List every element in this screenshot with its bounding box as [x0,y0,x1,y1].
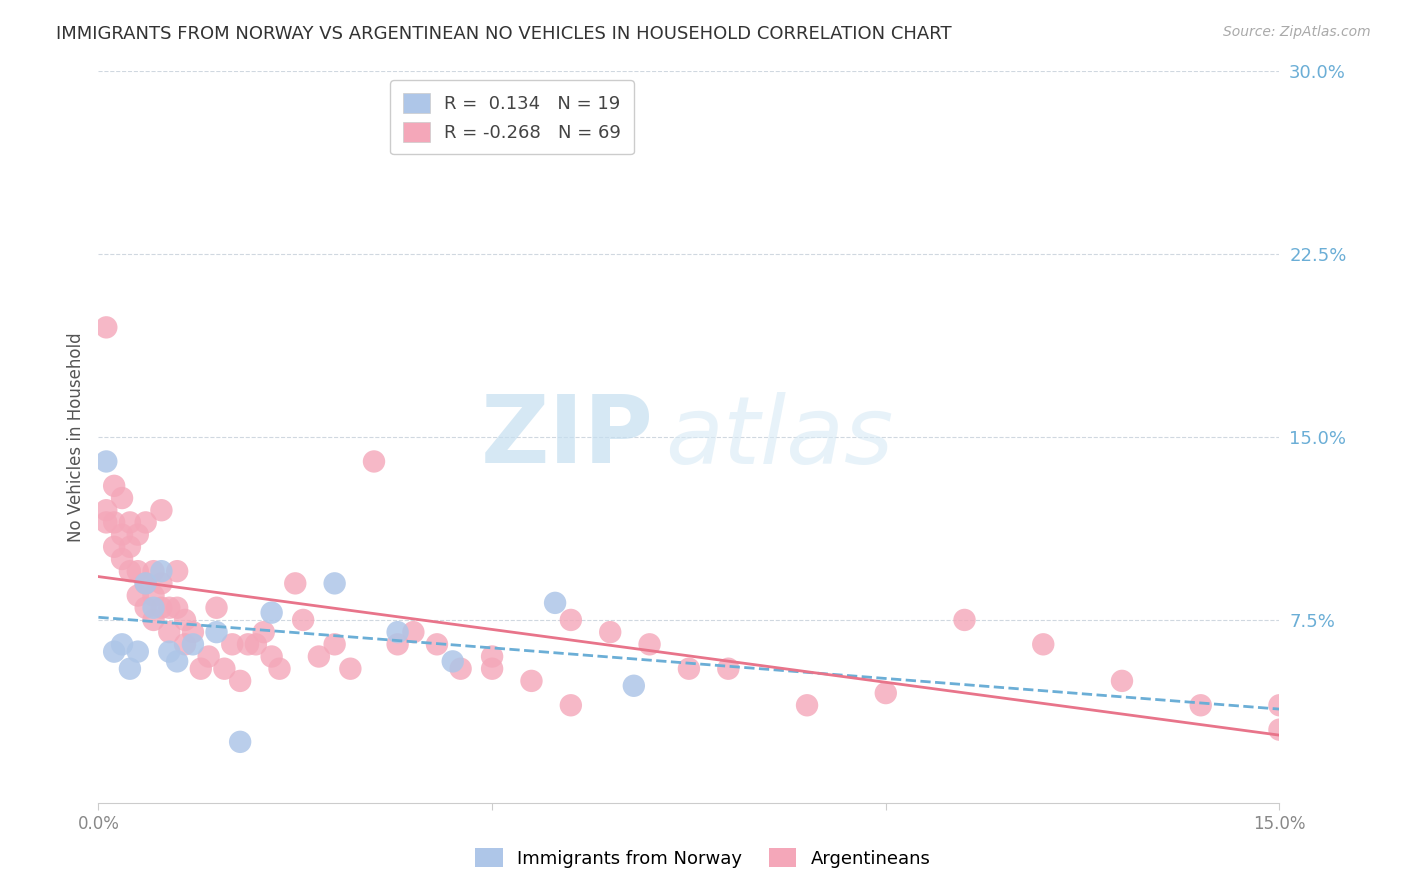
Point [166,600,188,615]
Point [323,637,346,651]
Point [118,564,141,578]
Point [214,662,236,676]
Point [157,625,180,640]
Point [118,516,141,530]
Point [127,527,149,541]
Point [197,649,219,664]
Point [166,654,188,668]
Point [253,625,276,640]
Point [560,698,582,713]
Point [135,576,157,591]
Point [127,589,149,603]
Point [135,600,157,615]
Point [339,662,361,676]
Point [323,576,346,591]
Point [560,613,582,627]
Point [441,654,464,668]
Text: Source: ZipAtlas.com: Source: ZipAtlas.com [1223,25,1371,39]
Point [450,662,472,676]
Point [150,503,173,517]
Point [96,503,118,517]
Point [796,698,818,713]
Point [953,613,976,627]
Text: atlas: atlas [665,392,894,483]
Point [1268,698,1291,713]
Point [260,649,283,664]
Point [111,637,134,651]
Point [118,662,141,676]
Point [308,649,330,664]
Point [103,645,125,659]
Point [284,576,307,591]
Point [157,645,180,659]
Point [1268,723,1291,737]
Point [717,662,740,676]
Point [481,649,503,664]
Point [111,491,134,505]
Point [402,625,425,640]
Point [363,454,385,468]
Point [127,564,149,578]
Point [103,540,125,554]
Point [157,600,180,615]
Point [111,527,134,541]
Point [221,637,243,651]
Point [150,600,173,615]
Point [544,596,567,610]
Point [599,625,621,640]
Point [1032,637,1054,651]
Point [623,679,645,693]
Point [135,516,157,530]
Point [292,613,315,627]
Point [520,673,543,688]
Point [181,637,204,651]
Point [96,516,118,530]
Point [174,613,197,627]
Point [260,606,283,620]
Point [181,625,204,640]
Point [150,576,173,591]
Point [205,600,228,615]
Point [1111,673,1133,688]
Legend: Immigrants from Norway, Argentineans: Immigrants from Norway, Argentineans [464,838,942,879]
Point [96,454,118,468]
Point [142,589,165,603]
Point [1189,698,1212,713]
Point [269,662,291,676]
Point [678,662,700,676]
Point [875,686,897,700]
Point [638,637,661,651]
Point [96,320,118,334]
Point [103,516,125,530]
Point [150,564,173,578]
Point [236,637,259,651]
Text: IMMIGRANTS FROM NORWAY VS ARGENTINEAN NO VEHICLES IN HOUSEHOLD CORRELATION CHART: IMMIGRANTS FROM NORWAY VS ARGENTINEAN NO… [56,25,952,43]
Point [118,540,141,554]
Point [481,662,503,676]
Point [245,637,267,651]
Point [103,479,125,493]
Y-axis label: No Vehicles in Household: No Vehicles in Household [66,332,84,542]
Point [142,564,165,578]
Point [142,600,165,615]
Point [387,625,409,640]
Point [142,613,165,627]
Point [166,564,188,578]
Point [135,576,157,591]
Point [229,735,252,749]
Point [426,637,449,651]
Legend: R =  0.134   N = 19, R = -0.268   N = 69: R = 0.134 N = 19, R = -0.268 N = 69 [389,80,634,154]
Text: ZIP: ZIP [481,391,654,483]
Point [111,552,134,566]
Point [205,625,228,640]
Point [127,645,149,659]
Point [174,637,197,651]
Point [229,673,252,688]
Point [387,637,409,651]
Point [190,662,212,676]
